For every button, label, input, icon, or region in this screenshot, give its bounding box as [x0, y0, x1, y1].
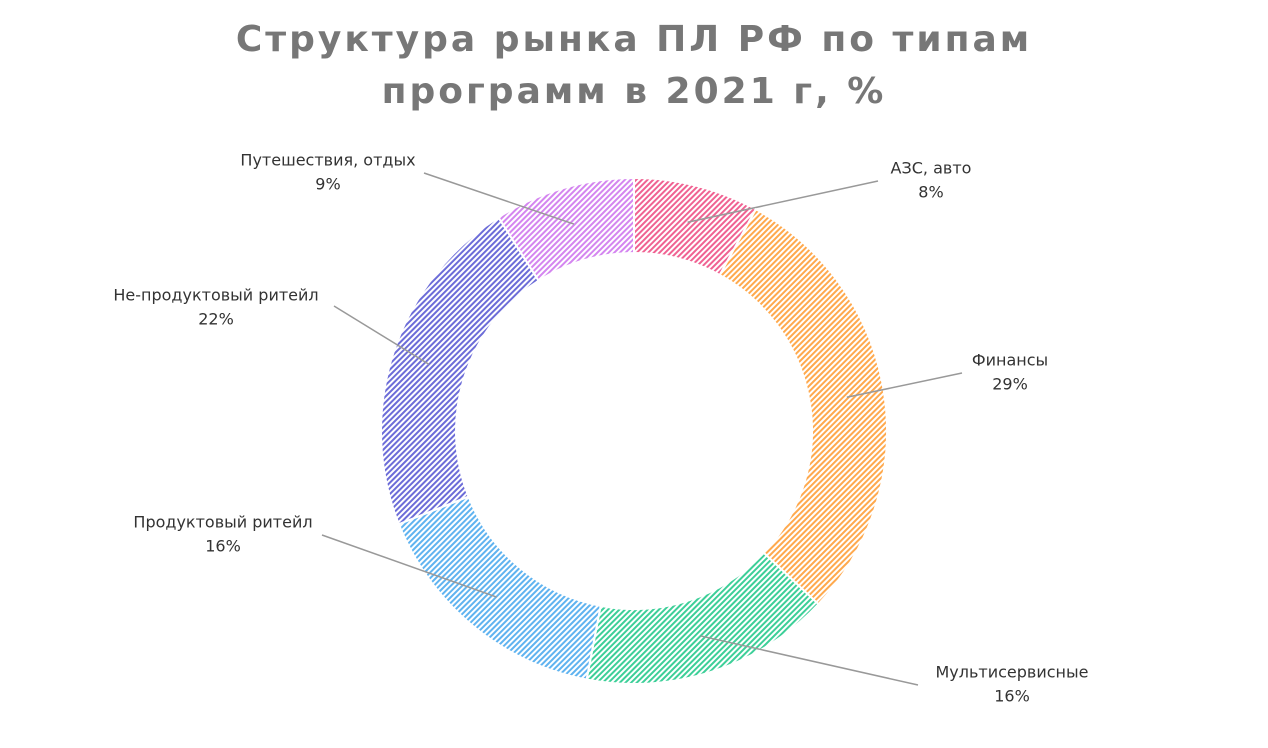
leader-line [687, 180, 879, 224]
slice-label: Путешествия, отдых [240, 151, 415, 170]
value-label: 22% [198, 310, 234, 329]
slice-label: Мультисервисные [935, 663, 1088, 682]
donut-slice [397, 495, 602, 681]
leader-line [423, 172, 575, 225]
donut-slice [497, 176, 635, 283]
leader-line [321, 534, 497, 598]
slice-label: Финансы [972, 351, 1048, 370]
value-label: 16% [205, 537, 241, 556]
chart-title: Структура рынка ПЛ РФ по типам программ … [235, 19, 1033, 112]
donut-slice [585, 551, 820, 685]
donut-slice [380, 216, 541, 526]
slice-label: Продуктовый ритейл [133, 513, 312, 532]
value-label: 8% [918, 183, 943, 202]
leader-line [333, 305, 430, 366]
donut-slice [718, 207, 888, 606]
value-label: 16% [994, 687, 1030, 706]
slice-label: АЗС, авто [891, 159, 972, 178]
value-label: 29% [992, 375, 1028, 394]
leader-line [700, 635, 919, 686]
value-label: 9% [315, 175, 340, 194]
slice-label: Не-продуктовый ритейл [113, 286, 318, 305]
leader-line [846, 372, 963, 399]
